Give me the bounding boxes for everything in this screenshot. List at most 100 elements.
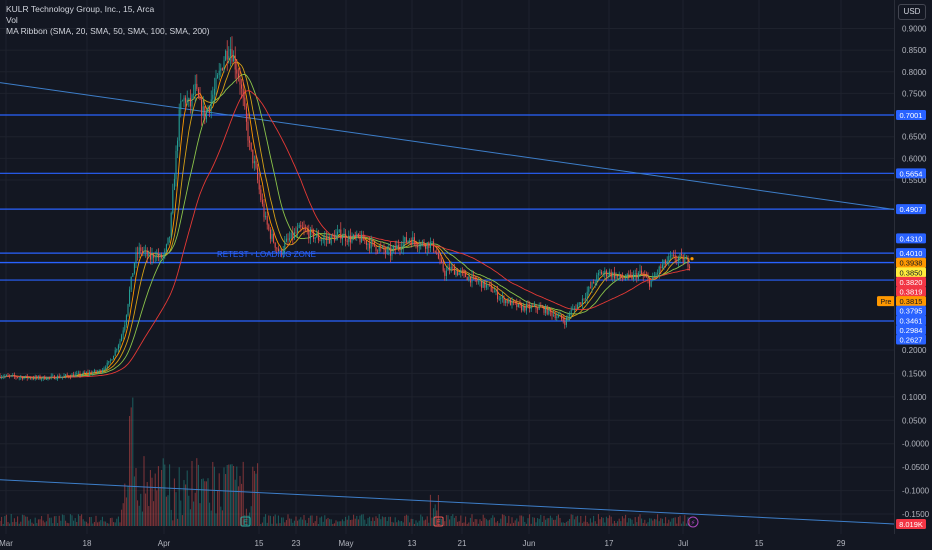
candle-body [364, 240, 366, 242]
volume-bar [609, 515, 611, 526]
volume-bar [260, 523, 262, 526]
volume-bar [183, 480, 185, 526]
candle-body [642, 274, 644, 276]
candle-body [529, 304, 531, 309]
candle-body [593, 282, 595, 284]
candle-body [15, 376, 17, 378]
candle-body [556, 316, 558, 319]
price-label: 0.2984 [896, 324, 926, 335]
candle-body [217, 75, 219, 79]
volume-bar [527, 518, 529, 526]
volume-bar [548, 518, 550, 526]
volume-bar [647, 522, 649, 526]
symbol-title[interactable]: KULR Technology Group, Inc., 15, Arca [6, 4, 155, 14]
time-axis: Mar 18 Apr 15 23 May 13 21 Jun 17 Jul 15 29 [0, 539, 846, 548]
volume-bar [498, 523, 500, 526]
volume-bar [669, 521, 671, 526]
candle-body [562, 318, 564, 322]
volume-bar [268, 515, 270, 526]
candle-body [625, 278, 627, 280]
volume-bar [581, 523, 583, 526]
volume-bar [197, 464, 199, 526]
candle-body [63, 375, 65, 377]
volume-bar [508, 515, 510, 526]
candle-body [588, 286, 590, 292]
candle-body [474, 276, 476, 280]
candle-body [645, 276, 647, 278]
volume-bar [149, 470, 151, 526]
volume-bar [60, 520, 62, 526]
candle-body [311, 229, 313, 231]
x-tick-label: 15 [255, 539, 264, 548]
candle-body [61, 376, 63, 378]
candle-body [218, 70, 220, 76]
volume-bar [49, 517, 51, 526]
candle-body [689, 266, 691, 268]
volume-bar [33, 523, 35, 526]
candle-body [381, 246, 383, 247]
volume-indicator-label[interactable]: Vol [6, 15, 18, 25]
candle-body [623, 278, 625, 280]
candle-body [52, 375, 54, 377]
candle-body [541, 306, 543, 308]
candle-body [413, 237, 415, 242]
candle-body [356, 233, 358, 237]
volume-bar [685, 523, 687, 526]
candle-body [290, 232, 292, 239]
volume-bar [673, 517, 675, 526]
volume-bar [172, 520, 174, 526]
candle-body [324, 237, 326, 239]
candle-body [493, 291, 495, 293]
pre-market-badge [877, 296, 895, 307]
volume-bar [578, 522, 580, 526]
volume-bar [108, 523, 110, 526]
volume-bar [613, 520, 615, 526]
volume-bar [330, 519, 332, 526]
y-tick-label: -0.0000 [902, 440, 930, 449]
candle-body [626, 274, 628, 279]
candle-body [253, 161, 255, 164]
volume-bar [377, 518, 379, 526]
x-tick-label: Apr [158, 539, 171, 548]
y-tick-label: 0.8000 [902, 68, 927, 77]
volume-bar [474, 519, 476, 526]
volume-bar [63, 515, 65, 526]
candle-body [325, 237, 327, 240]
volume-bar [393, 522, 395, 526]
ma-ribbon-label[interactable]: MA Ribbon (SMA, 20, SMA, 50, SMA, 100, S… [6, 26, 210, 36]
volume-bar [212, 461, 214, 526]
volume-bar [375, 516, 377, 526]
volume-bar [209, 502, 211, 526]
candle-body [402, 241, 404, 248]
candle-body [188, 98, 190, 100]
candle-body [481, 281, 483, 288]
candle-body [628, 274, 630, 275]
volume-bar [292, 522, 294, 526]
candle-body [658, 266, 660, 274]
price-label-bg [896, 305, 926, 316]
volume-bar [2, 523, 4, 526]
price-label-bg [896, 315, 926, 326]
volume-bar [42, 520, 44, 526]
price-label: 0.3820 [896, 276, 926, 287]
volume-bar [276, 523, 278, 526]
earnings-marker [433, 516, 444, 527]
volume-bar [409, 522, 411, 526]
volume-bar [340, 521, 342, 526]
volume-bar [194, 492, 196, 526]
volume-bar [279, 523, 281, 526]
candle-body [130, 276, 132, 290]
y-tick-label: 0.2000 [902, 346, 927, 355]
candle-body [209, 107, 211, 111]
volume-bar [492, 515, 494, 526]
candle-body [575, 307, 577, 310]
currency-button[interactable]: USD [898, 4, 926, 20]
volume-bar [586, 521, 588, 526]
candle-body [116, 349, 118, 351]
volume-bar [135, 468, 137, 526]
candle-body [141, 250, 143, 252]
volume-bar [610, 516, 612, 526]
volume-bar [325, 519, 327, 526]
candle-body [133, 262, 135, 274]
